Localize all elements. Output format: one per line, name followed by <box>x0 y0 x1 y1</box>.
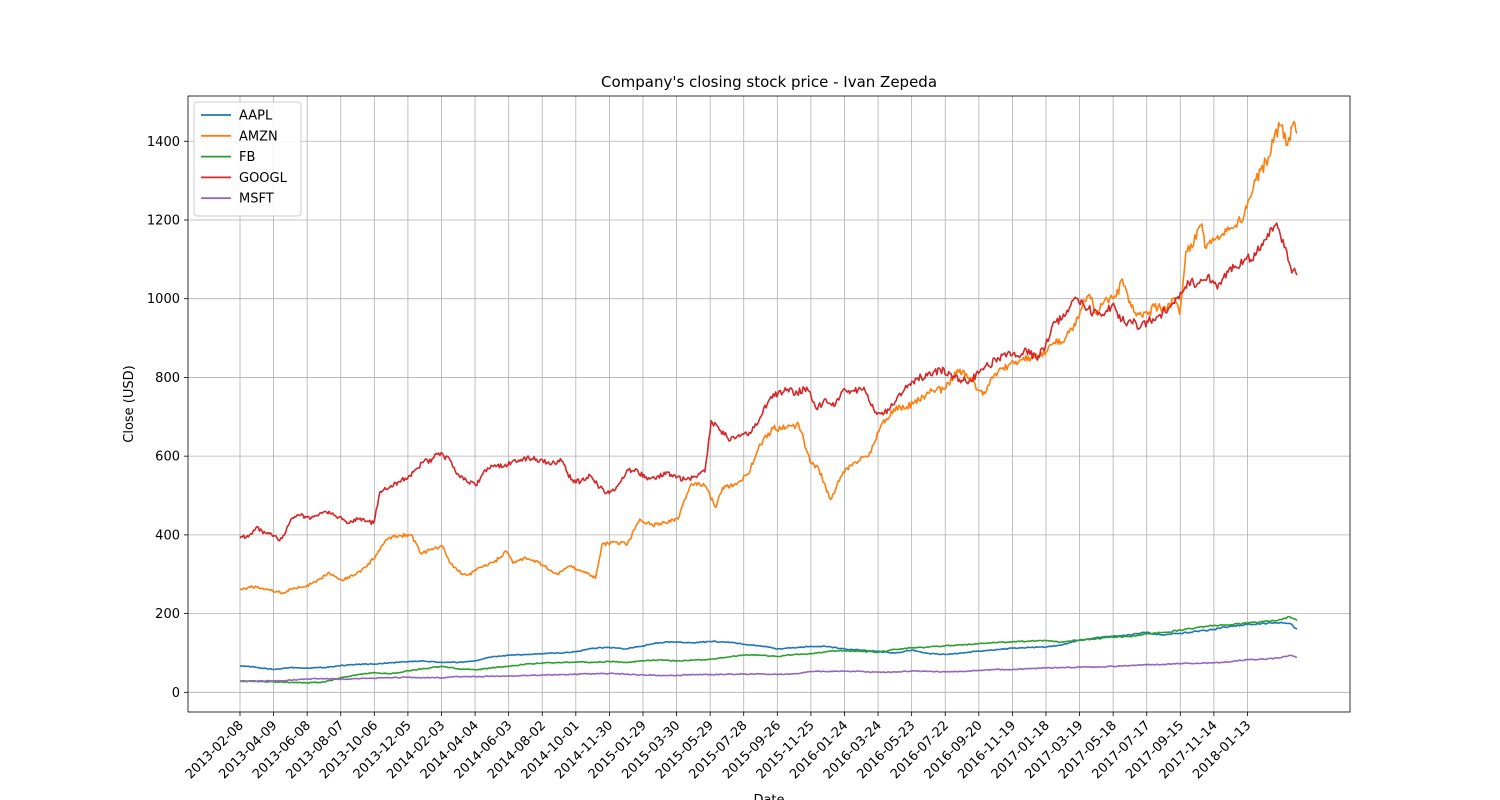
chart-title: Company's closing stock price - Ivan Zep… <box>601 73 937 91</box>
series-line-aapl <box>239 621 1298 671</box>
x-axis-label: Date <box>753 793 784 800</box>
y-tick-label: 1000 <box>147 292 180 307</box>
series-lines <box>239 120 1298 684</box>
y-axis-label: Close (USD) <box>122 365 137 442</box>
legend-label-msft: MSFT <box>239 192 274 207</box>
series-line-fb <box>239 615 1298 684</box>
series-line-amzn <box>239 120 1298 595</box>
y-tick-label: 200 <box>155 607 180 622</box>
y-tick-label: 800 <box>155 371 180 386</box>
y-tick-label: 0 <box>172 686 180 701</box>
legend: AAPL AMZN FB GOOGL MSFT <box>193 101 302 217</box>
legend-label-googl: GOOGL <box>239 171 288 186</box>
y-tick-label: 400 <box>155 528 180 543</box>
y-tick-label: 600 <box>155 450 180 465</box>
plot-frame <box>187 95 1351 713</box>
legend-label-aapl: AAPL <box>239 109 273 124</box>
series-line-googl <box>239 222 1298 542</box>
legend-label-amzn: AMZN <box>239 129 278 144</box>
y-tick-label: 1200 <box>147 213 180 228</box>
series-line-msft <box>240 654 1298 683</box>
y-tick-label: 1400 <box>147 135 180 150</box>
legend-box <box>193 101 302 217</box>
y-axis-ticks: 0 200 400 600 800 1000 1200 1400 <box>147 135 188 701</box>
legend-label-fb: FB <box>239 150 255 165</box>
